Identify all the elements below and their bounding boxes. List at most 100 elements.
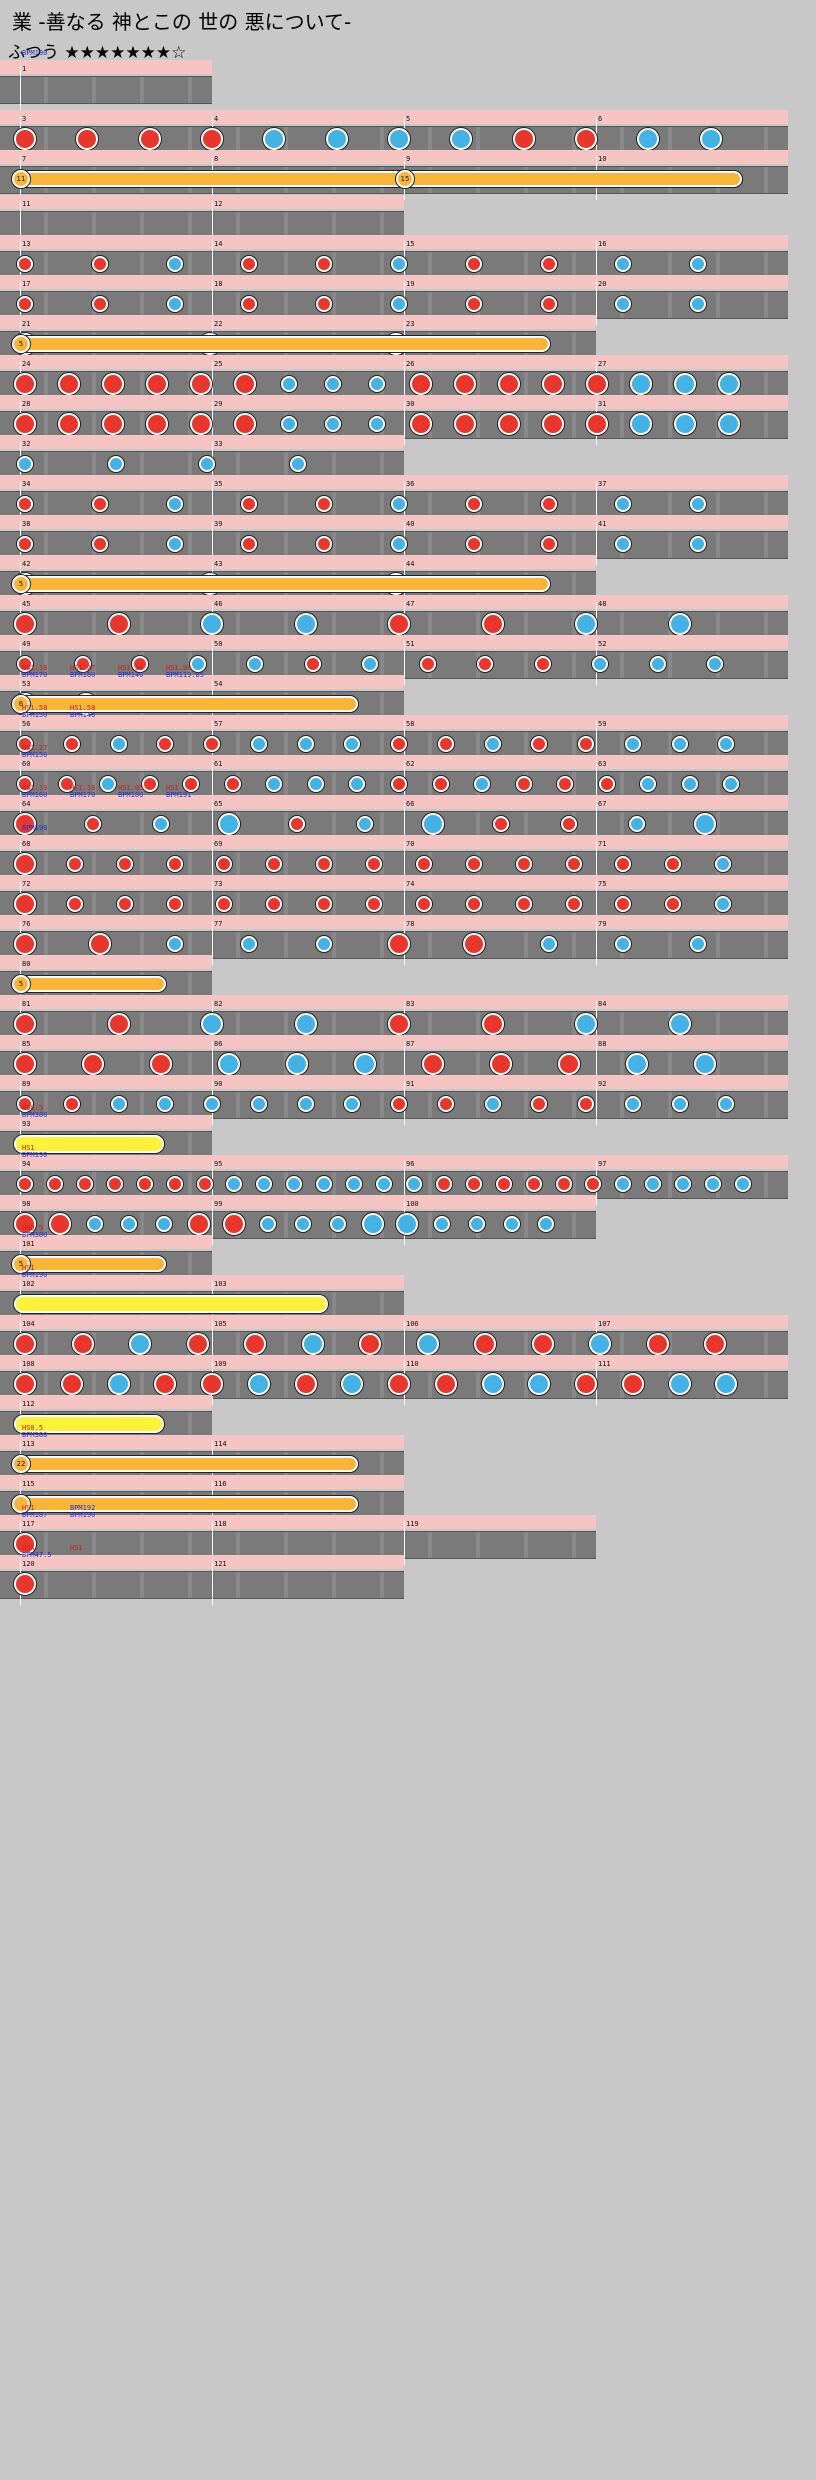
scroll-speed-label: HS1 (70, 1544, 83, 1552)
big-don-note (14, 1213, 36, 1235)
ka-note (247, 656, 264, 672)
ka-note (297, 736, 314, 752)
gogo-band (0, 1075, 788, 1089)
ka-note (156, 1216, 172, 1232)
measure-number: 89 (22, 1080, 31, 1088)
don-note (66, 896, 83, 912)
measure-number: 115 (22, 1480, 35, 1488)
measure-number: 119 (406, 1520, 419, 1528)
note-lane (0, 76, 212, 104)
big-don-note (102, 413, 124, 435)
big-ka-note (718, 373, 740, 395)
measure-number: 67 (598, 800, 607, 808)
measure-number: 112 (22, 1400, 35, 1408)
bpm-change-label: BPM191 (166, 791, 192, 799)
gogo-band (0, 315, 596, 329)
bar-line (596, 921, 597, 965)
bar-line (596, 881, 597, 925)
don-note (495, 1176, 512, 1192)
measure-number: 3 (22, 115, 27, 123)
ka-note (690, 936, 707, 952)
measure-number: 113 (22, 1440, 35, 1448)
measure-number: 117 (22, 1520, 35, 1528)
don-note (74, 656, 91, 672)
measure-number: 1 (22, 65, 27, 73)
ka-note (344, 736, 361, 752)
ka-note (540, 936, 557, 952)
measure-number: 56 (22, 720, 31, 728)
scroll-speed-label: HS1.58 (22, 704, 48, 712)
don-note (465, 256, 482, 272)
bpm-change-label: BPM160 (22, 791, 48, 799)
measure-number: 43 (214, 560, 223, 568)
measure-number: 42 (22, 560, 31, 568)
big-ka-note (674, 373, 696, 395)
chart-row: 24 25 26 27 (0, 355, 788, 405)
balloon-note (14, 1135, 164, 1153)
gogo-band (0, 875, 788, 889)
don-note (17, 1096, 33, 1112)
don-note (585, 1176, 602, 1192)
measure-number: 95 (214, 1160, 223, 1168)
ka-note (624, 736, 641, 752)
big-don-note (531, 1333, 554, 1355)
gogo-band (0, 60, 212, 74)
chart-row: 21 22 23 5 (0, 315, 596, 365)
big-don-note (58, 413, 80, 435)
measure-number: 106 (406, 1320, 419, 1328)
measure-number: 83 (406, 1000, 415, 1008)
don-note (316, 536, 333, 552)
ka-note (100, 776, 117, 792)
ka-note (260, 1216, 277, 1232)
don-note (196, 1176, 213, 1192)
big-don-note (14, 128, 36, 150)
measure-number: 84 (598, 1000, 607, 1008)
drumroll-head: 6 (12, 695, 30, 713)
measure-number: 88 (598, 1040, 607, 1048)
gogo-band (0, 475, 788, 489)
scroll-speed-label: HS1.36 (118, 664, 144, 672)
drumroll-bar (14, 1496, 358, 1512)
measure-number: 118 (214, 1520, 227, 1528)
big-don-note (498, 373, 520, 395)
don-note (555, 1176, 572, 1192)
measure-number: 61 (214, 760, 223, 768)
measure-number: 50 (214, 640, 223, 648)
ka-note (707, 656, 724, 672)
bpm-change-label: BPM140 (70, 711, 96, 719)
bpm-change-label: BPM380 (22, 1431, 48, 1439)
big-ka-note (718, 413, 740, 435)
gogo-band (0, 1035, 788, 1049)
measure-number: 62 (406, 760, 415, 768)
bpm-change-label: BPM190 (22, 1151, 48, 1159)
gogo-band (0, 715, 788, 729)
don-note (183, 776, 200, 792)
gogo-band (0, 1195, 596, 1209)
bar-line (596, 481, 597, 525)
chart-row: 34 35 36 37 (0, 475, 788, 525)
big-ka-note (630, 373, 652, 395)
measure-number: 37 (598, 480, 607, 488)
ka-note (718, 736, 735, 752)
bar-line (20, 66, 21, 110)
big-ka-note (422, 813, 444, 835)
don-note (304, 656, 321, 672)
drumroll-bar (14, 336, 550, 352)
scroll-speed-label: HS1.05 (118, 784, 144, 792)
chart-title: 業 -善なる 神とこの 世の 悪について- (12, 10, 352, 34)
measure-number: 80 (22, 960, 31, 968)
don-note (91, 496, 108, 512)
big-ka-note (286, 1053, 308, 1075)
chart-row: 80 5 (0, 955, 212, 1005)
don-note (316, 296, 333, 312)
bar-line (212, 521, 213, 565)
big-don-note (14, 1533, 36, 1555)
big-don-note (150, 1053, 172, 1075)
don-note (316, 896, 333, 912)
don-note (578, 1096, 594, 1112)
big-don-note (14, 813, 36, 835)
chart-row: 85 86 87 88 (0, 1035, 788, 1085)
measure-number: 47 (406, 600, 415, 608)
bar-line (212, 1561, 213, 1605)
measure-number: 31 (598, 400, 607, 408)
